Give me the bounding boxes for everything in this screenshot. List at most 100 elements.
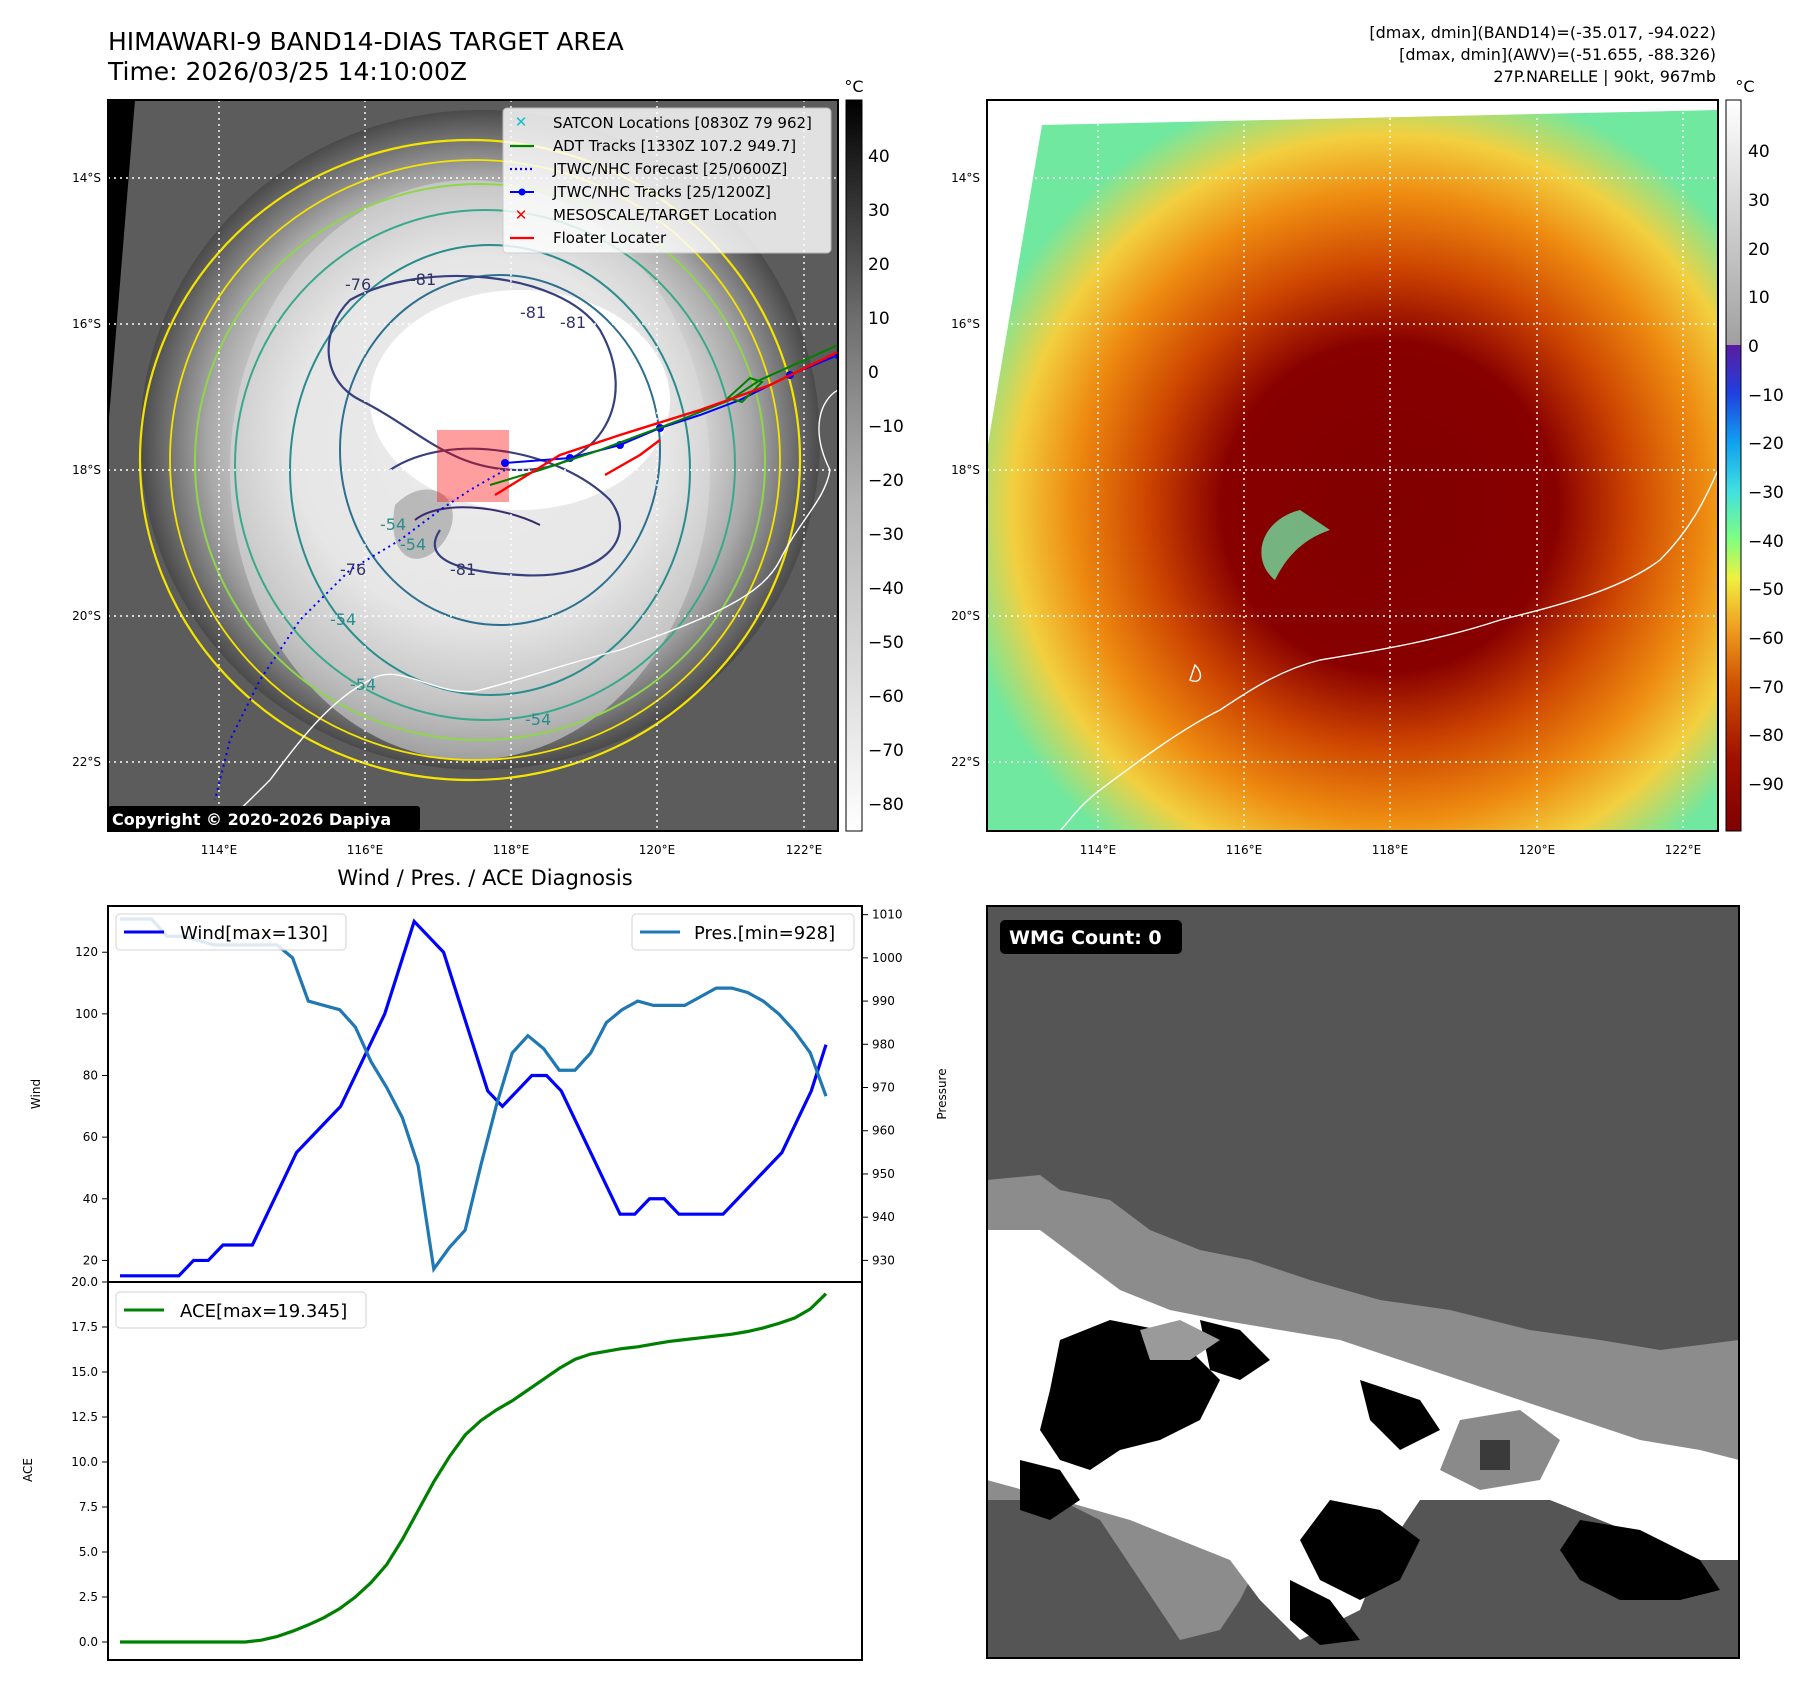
legend-label: SATCON Locations [0830Z 79 962] — [553, 114, 812, 132]
lon-label: 116°E — [347, 843, 384, 857]
lat-label: 16°S — [951, 317, 980, 331]
ace-tick-label: 15.0 — [71, 1365, 98, 1379]
wind-tick-label: 100 — [75, 1007, 98, 1021]
satcon-marker-icon: ✕ — [515, 113, 528, 131]
pressure-tick-label: 940 — [872, 1210, 895, 1224]
contour-label: -76 — [345, 275, 371, 294]
lon-label: 122°E — [786, 843, 823, 857]
legend-label: JTWC/NHC Forecast [25/0600Z] — [552, 160, 787, 178]
contour-label: -54 — [380, 515, 406, 534]
awv-map-panel: 14°S 16°S 18°S 20°S 22°S 114°E 116°E 118… — [951, 77, 1784, 857]
ace-chart: 0.0 2.5 5.0 7.5 10.0 12.5 15.0 17.5 20.0 ACE ACE… — [21, 1275, 863, 1661]
lon-label: 122°E — [1665, 843, 1702, 857]
pressure-tick-label: 930 — [872, 1253, 895, 1267]
pressure-tick-label: 960 — [872, 1124, 895, 1138]
ace-legend: ACE[max=19.345] — [115, 1291, 367, 1329]
lat-label: 18°S — [951, 463, 980, 477]
colorbar-tick: −70 — [1748, 678, 1784, 698]
pressure-legend: Pres.[min=928] — [631, 913, 855, 951]
ace-tick-label: 7.5 — [79, 1500, 98, 1514]
pressure-tick-label: 1000 — [872, 951, 903, 965]
colorbar-tick: −40 — [868, 579, 904, 599]
pressure-tick-label: 1010 — [872, 908, 903, 922]
contour-label: -54 — [350, 675, 376, 694]
colorbar-tick: 30 — [1748, 191, 1770, 211]
colorbar-tick: −50 — [1748, 580, 1784, 600]
contour-label: -76 — [340, 560, 366, 579]
colorbar-tick: −30 — [868, 525, 904, 545]
colorbar-tick: 40 — [1748, 142, 1770, 162]
lon-label: 118°E — [493, 843, 530, 857]
colorbar-tick: 10 — [1748, 288, 1770, 308]
lon-label: 114°E — [1080, 843, 1117, 857]
colorbar-tick: 30 — [868, 201, 890, 221]
ace-series-line — [120, 1292, 828, 1644]
wind-tick-label: 60 — [83, 1130, 98, 1144]
wind-pressure-chart: Wind / Pres. / ACE Diagnosis 20 40 60 80 100… — [29, 866, 949, 1283]
lon-label: 116°E — [1226, 843, 1263, 857]
contour-label: -54 — [330, 610, 356, 629]
pressure-tick-label: 990 — [872, 994, 895, 1008]
wind-legend: Wind[max=130] — [115, 913, 347, 951]
ace-axis-label: ACE — [21, 1458, 35, 1482]
storm-info: 27P.NARELLE | 90kt, 967mb — [1493, 67, 1716, 86]
chart-title: Wind / Pres. / ACE Diagnosis — [337, 866, 632, 890]
legend-label: ACE[max=19.345] — [180, 1301, 347, 1322]
colorbar-tick: −60 — [1748, 629, 1784, 649]
contour-label: -81 — [560, 313, 586, 332]
wind-series-line — [120, 918, 828, 1278]
lon-label: 118°E — [1372, 843, 1409, 857]
colorbar-tick: −80 — [868, 795, 904, 815]
lon-label: 120°E — [639, 843, 676, 857]
contour-label: -81 — [450, 560, 476, 579]
legend-label: Floater Locater — [553, 229, 667, 247]
figure-title: HIMAWARI-9 BAND14-DIAS TARGET AREA — [108, 27, 624, 56]
legend-label: MESOSCALE/TARGET Location — [553, 206, 777, 224]
colorbar-tick: −90 — [1748, 775, 1784, 795]
pressure-tick-label: 970 — [872, 1081, 895, 1095]
lat-label: 20°S — [72, 609, 101, 623]
awv-colorbar: °C 40 30 20 10 0 −10 −20 −30 −40 −50 −60… — [1725, 77, 1784, 832]
contour-label: -54 — [400, 535, 426, 554]
colorbar-unit: °C — [844, 77, 863, 96]
wind-tick-label: 80 — [83, 1069, 98, 1083]
legend-label: Pres.[min=928] — [694, 923, 835, 944]
legend-label: JTWC/NHC Tracks [25/1200Z] — [552, 183, 771, 201]
wind-plot-area — [107, 905, 863, 1283]
map-legend: ✕ SATCON Locations [0830Z 79 962] ADT Tr… — [502, 107, 832, 254]
contour-label: -81 — [410, 270, 436, 289]
lat-label: 22°S — [951, 755, 980, 769]
ace-tick-label: 12.5 — [71, 1410, 98, 1424]
lat-label: 22°S — [72, 755, 101, 769]
pressure-tick-label: 950 — [872, 1167, 895, 1181]
colorbar-tick: 10 — [868, 309, 890, 329]
ace-tick-label: 10.0 — [71, 1455, 98, 1469]
colorbar-tick: 20 — [868, 255, 890, 275]
wmg-count-label: WMG Count: 0 — [1009, 927, 1162, 949]
colorbar-tick: −80 — [1748, 726, 1784, 746]
colorbar-tick: 0 — [868, 363, 879, 383]
ace-plot-area — [107, 1281, 863, 1661]
wind-axis-label: Wind — [29, 1079, 43, 1109]
wind-tick-label: 120 — [75, 945, 98, 959]
ace-tick-label: 20.0 — [71, 1275, 98, 1289]
lat-label: 20°S — [951, 609, 980, 623]
lat-label: 14°S — [72, 171, 101, 185]
target-marker-icon: ✕ — [515, 206, 528, 224]
ace-tick-label: 2.5 — [79, 1590, 98, 1604]
contour-label: -54 — [525, 710, 551, 729]
wind-tick-label: 20 — [83, 1253, 98, 1267]
wind-tick-label: 40 — [83, 1192, 98, 1206]
colorbar-tick: 0 — [1748, 337, 1759, 357]
colorbar-tick: 40 — [868, 147, 890, 167]
colorbar-tick: 20 — [1748, 240, 1770, 260]
ace-tick-label: 5.0 — [79, 1545, 98, 1559]
colorbar-tick: −70 — [868, 741, 904, 761]
pressure-tick-label: 980 — [872, 1037, 895, 1051]
legend-label: ADT Tracks [1330Z 107.2 949.7] — [553, 137, 796, 155]
pressure-axis-label: Pressure — [935, 1068, 949, 1119]
lat-label: 16°S — [72, 317, 101, 331]
colorbar-tick: −10 — [1748, 386, 1784, 406]
awv-range: [dmax, dmin](AWV)=(-51.655, -88.326) — [1399, 45, 1716, 64]
